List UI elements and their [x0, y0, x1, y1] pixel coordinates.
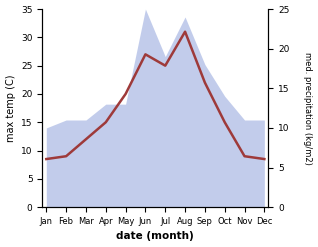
- Y-axis label: med. precipitation (kg/m2): med. precipitation (kg/m2): [303, 52, 313, 165]
- Y-axis label: max temp (C): max temp (C): [5, 74, 16, 142]
- X-axis label: date (month): date (month): [116, 231, 194, 242]
